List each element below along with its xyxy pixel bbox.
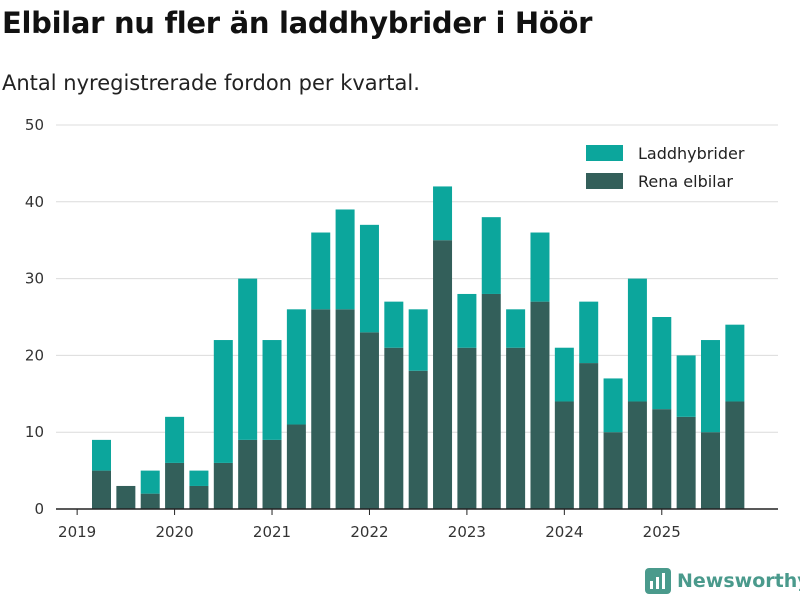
- x-tick-label: 2024: [545, 523, 583, 541]
- bar-rena-elbilar: [603, 432, 623, 509]
- bar-chart: 0 10 20 30 40 50 2019 2020 2021 2022 2023 2024 2025 L…: [25, 116, 778, 541]
- bar-laddhybrider: [457, 293, 477, 348]
- bar-laddhybrider: [506, 309, 526, 348]
- bar-rena-elbilar: [701, 432, 720, 509]
- bar-rena-elbilar: [311, 309, 331, 509]
- x-tick-label: 2019: [58, 523, 96, 541]
- x-tick-label: 2023: [448, 523, 486, 541]
- legend-swatch: [586, 173, 623, 189]
- bar-rena-elbilar: [627, 401, 647, 509]
- bar-laddhybrider: [676, 355, 696, 417]
- bar-laddhybrider: [189, 470, 209, 486]
- bar-rena-elbilar: [238, 439, 258, 509]
- legend-swatch: [586, 145, 623, 161]
- bar-laddhybrider: [627, 278, 647, 402]
- bar-laddhybrider: [603, 378, 623, 433]
- bar-rena-elbilar: [262, 439, 282, 509]
- bar-laddhybrider: [311, 232, 331, 310]
- bar-rena-elbilar: [286, 424, 306, 509]
- bar-rena-elbilar: [335, 309, 355, 509]
- bar-laddhybrider: [530, 232, 550, 302]
- y-tick-label: 10: [25, 423, 44, 441]
- bar-laddhybrider: [554, 347, 574, 402]
- y-tick-label: 50: [25, 116, 44, 134]
- bar-rena-elbilar: [725, 401, 745, 509]
- y-tick-label: 40: [25, 193, 44, 211]
- bar-rena-elbilar: [359, 332, 379, 509]
- bar-rena-elbilar: [116, 485, 136, 509]
- bar-laddhybrider: [335, 209, 355, 310]
- bar-laddhybrider: [701, 340, 720, 433]
- bar-laddhybrider: [213, 340, 233, 463]
- bar-laddhybrider: [481, 217, 501, 294]
- bar-laddhybrider: [408, 309, 428, 371]
- bar-laddhybrider: [579, 301, 599, 364]
- bar-laddhybrider: [433, 186, 453, 241]
- bar-rena-elbilar: [165, 462, 185, 509]
- bar-laddhybrider: [140, 470, 160, 494]
- bar-rena-elbilar: [676, 416, 696, 509]
- bar-rena-elbilar: [506, 347, 526, 509]
- bar-laddhybrider: [286, 309, 306, 425]
- bar-rena-elbilar: [554, 401, 574, 509]
- bar-laddhybrider: [725, 324, 745, 402]
- chart-subtitle: Antal nyregistrerade fordon per kvartal.: [2, 71, 420, 95]
- y-tick-label: 30: [25, 270, 44, 288]
- newsworthy-logo-icon: [645, 568, 671, 594]
- bar-rena-elbilar: [433, 240, 453, 509]
- legend-label: Rena elbilar: [638, 172, 733, 191]
- x-tick-label: 2025: [643, 523, 681, 541]
- y-tick-label: 0: [34, 500, 44, 518]
- bar-rena-elbilar: [579, 363, 599, 509]
- brand-logo: Newsworthy: [645, 568, 800, 594]
- bar-laddhybrider: [165, 416, 185, 463]
- bar-laddhybrider: [238, 278, 258, 440]
- bar-rena-elbilar: [213, 462, 233, 509]
- bar-laddhybrider: [92, 439, 111, 471]
- bar-rena-elbilar: [481, 293, 501, 509]
- bar-rena-elbilar: [408, 370, 428, 509]
- bar-rena-elbilar: [457, 347, 477, 509]
- bar-rena-elbilar: [92, 470, 111, 509]
- bar-laddhybrider: [262, 340, 282, 440]
- x-tick-label: 2020: [155, 523, 193, 541]
- x-tick-label: 2021: [253, 523, 291, 541]
- bar-rena-elbilar: [189, 485, 209, 509]
- bar-rena-elbilar: [384, 347, 404, 509]
- chart-title: Elbilar nu fler än laddhybrider i Höör: [2, 6, 593, 40]
- y-tick-label: 20: [25, 346, 44, 364]
- bar-rena-elbilar: [652, 409, 672, 509]
- bar-laddhybrider: [359, 224, 379, 333]
- brand-name: Newsworthy: [677, 570, 800, 592]
- legend-label: Laddhybrider: [638, 144, 745, 163]
- x-tick-label: 2022: [350, 523, 388, 541]
- bar-laddhybrider: [652, 317, 672, 410]
- bar-rena-elbilar: [140, 493, 160, 509]
- bar-rena-elbilar: [530, 301, 550, 509]
- bar-laddhybrider: [384, 301, 404, 348]
